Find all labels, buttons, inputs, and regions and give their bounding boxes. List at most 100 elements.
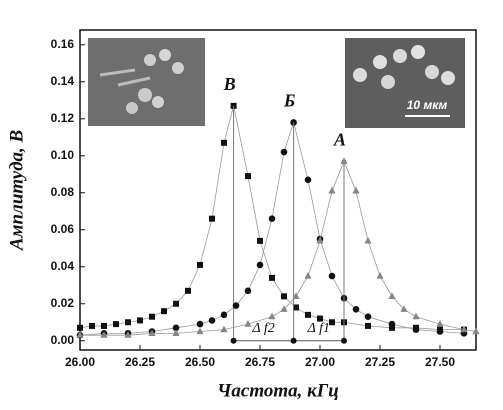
point bbox=[280, 148, 288, 156]
y-tick-label: 0.06 bbox=[51, 222, 75, 236]
point bbox=[209, 215, 215, 222]
peak-foot bbox=[290, 337, 297, 344]
point bbox=[220, 325, 228, 333]
fiber bbox=[99, 68, 151, 87]
point bbox=[256, 261, 264, 269]
y-tick-label: 0.14 bbox=[51, 74, 75, 88]
point bbox=[376, 272, 384, 279]
point bbox=[268, 312, 276, 320]
series bbox=[76, 119, 468, 339]
particle bbox=[172, 62, 184, 74]
peak-label: Б bbox=[283, 91, 295, 111]
point bbox=[304, 272, 312, 279]
point bbox=[76, 331, 84, 338]
point bbox=[436, 320, 444, 327]
point bbox=[365, 322, 371, 329]
annotation: Δ f2 bbox=[251, 321, 274, 336]
point bbox=[280, 305, 288, 312]
point bbox=[221, 139, 227, 146]
point bbox=[364, 313, 372, 321]
particle bbox=[126, 102, 138, 114]
y-tick-label: 0.00 bbox=[51, 333, 75, 347]
x-tick-label: 27.25 bbox=[365, 355, 395, 369]
scale-label: 10 мкм bbox=[407, 98, 448, 112]
point bbox=[113, 321, 119, 328]
y-tick-label: 0.02 bbox=[51, 296, 75, 310]
x-tick-label: 26.50 bbox=[185, 355, 215, 369]
point bbox=[412, 312, 420, 320]
x-tick-label: 26.75 bbox=[245, 355, 275, 369]
y-tick-label: 0.12 bbox=[51, 111, 75, 125]
point bbox=[412, 326, 420, 333]
peak-label: А bbox=[333, 129, 346, 149]
point bbox=[245, 173, 251, 180]
particle bbox=[425, 65, 439, 79]
particle bbox=[353, 68, 367, 82]
y-tick-label: 0.08 bbox=[51, 185, 75, 199]
point bbox=[220, 311, 228, 319]
point bbox=[100, 331, 108, 338]
point bbox=[173, 300, 179, 307]
x-axis-title: Частота, кГц bbox=[217, 380, 339, 401]
particle bbox=[411, 45, 425, 59]
point bbox=[352, 186, 360, 194]
point bbox=[281, 293, 287, 300]
inset-left bbox=[88, 38, 205, 126]
particle bbox=[159, 49, 171, 61]
plot-frame bbox=[79, 29, 477, 351]
point bbox=[125, 319, 131, 326]
particle bbox=[393, 49, 407, 63]
series-line bbox=[79, 121, 465, 336]
point bbox=[197, 261, 203, 268]
point bbox=[317, 315, 323, 322]
point bbox=[460, 325, 468, 333]
particle bbox=[441, 71, 455, 85]
point bbox=[388, 292, 396, 299]
point bbox=[305, 311, 311, 318]
point bbox=[161, 308, 167, 315]
point bbox=[244, 287, 252, 295]
point bbox=[257, 237, 263, 244]
point bbox=[269, 274, 275, 281]
point bbox=[196, 327, 204, 335]
inset-image bbox=[88, 38, 205, 126]
peak-foot bbox=[341, 337, 347, 344]
point bbox=[89, 322, 95, 329]
point bbox=[208, 317, 216, 324]
point bbox=[268, 215, 276, 222]
x-tick-label: 26.00 bbox=[65, 355, 95, 369]
x-tick-label: 27.00 bbox=[305, 355, 335, 369]
y-tick-label: 0.10 bbox=[51, 148, 75, 162]
point bbox=[149, 313, 155, 320]
point bbox=[292, 292, 300, 299]
series bbox=[76, 157, 480, 338]
x-tick-label: 26.25 bbox=[125, 355, 155, 369]
peak-foot bbox=[230, 337, 237, 344]
particle bbox=[144, 54, 156, 66]
particle bbox=[152, 96, 164, 108]
point bbox=[172, 324, 180, 332]
point bbox=[472, 327, 480, 335]
point bbox=[293, 304, 299, 311]
point bbox=[185, 287, 191, 294]
series-line bbox=[79, 105, 464, 331]
point bbox=[232, 302, 240, 309]
annotation: Δ f1 bbox=[307, 321, 330, 336]
point bbox=[328, 272, 336, 280]
peak-label: В bbox=[223, 74, 236, 94]
point bbox=[400, 305, 408, 312]
particle bbox=[138, 88, 152, 102]
point bbox=[244, 320, 252, 327]
inset-right: 10 мкм bbox=[345, 38, 465, 128]
point bbox=[328, 186, 336, 194]
point bbox=[196, 320, 204, 328]
y-tick-label: 0.04 bbox=[51, 259, 75, 273]
x-tick-label: 27.50 bbox=[425, 355, 455, 369]
point bbox=[364, 236, 372, 244]
point bbox=[77, 324, 83, 331]
point bbox=[316, 236, 324, 244]
point bbox=[340, 157, 348, 164]
point bbox=[101, 322, 107, 329]
